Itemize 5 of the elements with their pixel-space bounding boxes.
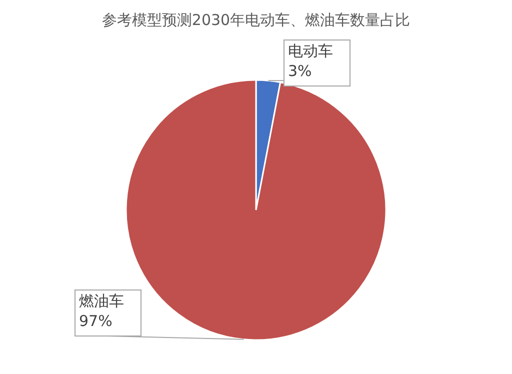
slice-label: 燃油车 (79, 292, 124, 310)
data-label: 97% (79, 312, 112, 330)
data-label: 3% (288, 62, 312, 80)
slice-label: 电动车 (288, 42, 333, 60)
chart-title: 参考模型预测2030年电动车、燃油车数量占比 (102, 11, 410, 29)
